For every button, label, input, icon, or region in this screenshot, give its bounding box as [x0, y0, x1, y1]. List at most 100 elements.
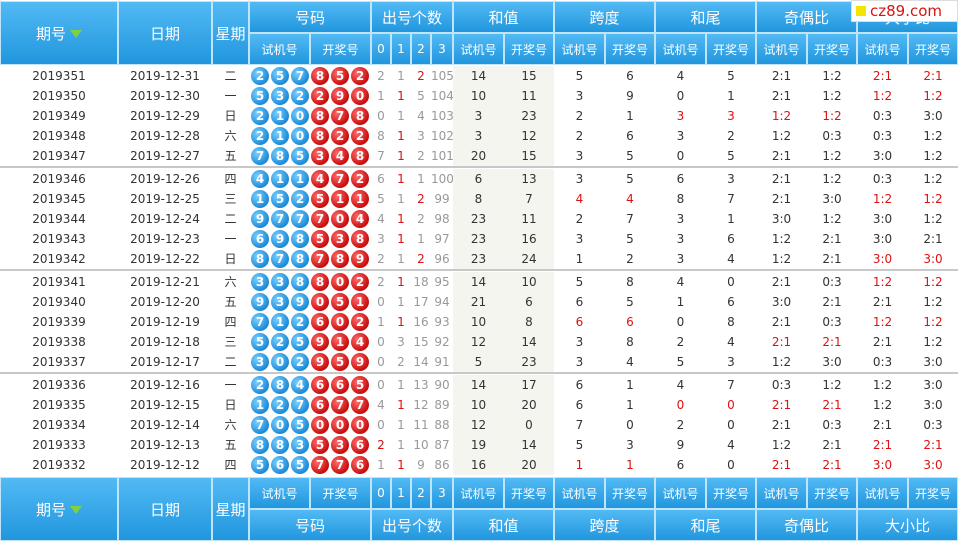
count-cell: 4 — [417, 109, 425, 123]
tail-draw-cell: 3 — [727, 355, 735, 369]
table-row[interactable]: 2019340 2019-12-20 五 9 3 9 0 5 1 0 1 17 94 21 6 6 5 1 6 3:0… — [0, 292, 958, 312]
table-row[interactable]: 2019337 2019-12-17 二 3 0 2 9 5 9 0 2 14 91 5 23 3 4 5 3 1:2… — [0, 352, 958, 372]
sum-draw-cell: 15 — [504, 66, 554, 86]
header-group-cnt: 出号个数 — [371, 509, 453, 541]
count-cell: 0 — [377, 335, 385, 349]
table-row[interactable]: 2019341 2019-12-21 六 3 3 8 8 0 2 2 1 18 95 14 10 5 8 4 0 2:… — [0, 272, 958, 292]
oe-draw-cell: 2:1 — [822, 232, 842, 246]
header-test-label: 试机号 — [756, 33, 807, 65]
tail-test-cell: 6 — [676, 172, 685, 186]
draw-number-ball: 7 — [311, 250, 329, 268]
table-row[interactable]: 2019336 2019-12-16 一 2 8 4 6 6 5 0 1 13 90 14 17 6 1 4 7 0:… — [0, 375, 958, 395]
bs-test-cell: 1:2 — [872, 398, 893, 412]
period-cell: 2019347 — [32, 149, 86, 163]
badge-square-icon — [856, 6, 866, 16]
table-row[interactable]: 2019334 2019-12-14 六 7 0 5 0 0 0 0 1 11 88 12 0 7 0 2 0 2:1… — [0, 415, 958, 435]
group-separator — [0, 166, 958, 168]
span-test-cell: 3 — [575, 89, 584, 103]
tail-draw-cell: 7 — [727, 192, 735, 206]
count-cell: 1 — [397, 418, 405, 432]
bs-draw-cell: 1:2 — [923, 192, 943, 206]
header-period[interactable]: 期号 — [0, 477, 118, 541]
count-cell: 1 — [417, 232, 425, 246]
weekday-cell: 日 — [224, 398, 237, 412]
count-cell: 105 — [431, 69, 454, 83]
table-row[interactable]: 2019351 2019-12-31 二 2 5 7 8 5 2 2 1 2 105 14 15 5 6 4 5 2:… — [0, 66, 958, 86]
sort-down-icon[interactable] — [70, 30, 82, 38]
count-cell: 1 — [397, 109, 405, 123]
bs-draw-cell: 1:2 — [923, 275, 943, 289]
table-row[interactable]: 2019350 2019-12-30 一 5 3 2 2 9 0 1 1 5 104 10 11 3 9 0 1 2:… — [0, 86, 958, 106]
period-cell: 2019334 — [32, 418, 86, 432]
table-row[interactable]: 2019339 2019-12-19 四 7 1 2 6 0 2 1 1 16 93 10 8 6 6 0 8 2:1… — [0, 312, 958, 332]
draw-number-ball: 8 — [311, 67, 329, 85]
weekday-cell: 五 — [224, 149, 237, 163]
sum-draw-cell: 20 — [504, 395, 554, 415]
header-count-col: 3 — [431, 477, 453, 509]
header-group-sum: 和值 — [453, 1, 554, 33]
sum-draw-cell: 24 — [504, 249, 554, 269]
table-row[interactable]: 2019333 2019-12-13 五 8 8 3 5 3 6 2 1 10 87 19 14 5 3 9 4 1:… — [0, 435, 958, 455]
draw-number-ball: 0 — [331, 416, 349, 434]
sum-test-cell: 10 — [453, 86, 504, 106]
count-cell: 16 — [413, 315, 429, 329]
table-row[interactable]: 2019344 2019-12-24 二 9 7 7 7 0 4 4 1 2 98 23 11 2 7 3 1 3:0… — [0, 209, 958, 229]
count-cell: 17 — [413, 295, 429, 309]
count-cell: 1 — [397, 458, 405, 472]
table-row[interactable]: 2019346 2019-12-26 四 4 1 1 4 7 2 6 1 1 100 6 13 3 5 6 3 2:1… — [0, 169, 958, 189]
oe-draw-cell: 2:1 — [822, 458, 842, 472]
sum-draw-cell: 11 — [504, 209, 554, 229]
table-row[interactable]: 2019335 2019-12-15 日 1 2 7 6 7 7 4 1 12 89 10 20 6 1 0 0 2:… — [0, 395, 958, 415]
draw-number-ball: 9 — [351, 250, 369, 268]
test-number-ball: 5 — [251, 333, 269, 351]
test-number-ball: 4 — [251, 170, 269, 188]
oe-test-cell: 2:1 — [771, 275, 792, 289]
table-row[interactable]: 2019342 2019-12-22 日 8 7 8 7 8 9 2 1 2 96 23 24 1 2 3 4 1:2… — [0, 249, 958, 269]
bs-test-cell: 1:2 — [872, 378, 893, 392]
count-cell: 18 — [413, 275, 429, 289]
tail-test-cell: 0 — [676, 398, 685, 412]
header-count-col: 0 — [371, 33, 391, 65]
count-cell: 2 — [377, 438, 385, 452]
table-row[interactable]: 2019338 2019-12-18 三 5 2 5 9 1 4 0 3 15 92 12 14 3 8 2 4 2:… — [0, 332, 958, 352]
count-cell: 101 — [431, 149, 454, 163]
count-cell: 7 — [377, 149, 385, 163]
test-number-ball: 0 — [271, 416, 289, 434]
period-cell: 2019339 — [32, 315, 86, 329]
header-period[interactable]: 期号 — [0, 1, 118, 65]
test-number-ball: 7 — [271, 250, 289, 268]
bs-draw-cell: 1:2 — [923, 172, 943, 186]
oe-draw-cell: 1:2 — [822, 212, 842, 226]
count-cell: 8 — [377, 129, 385, 143]
count-cell: 98 — [434, 212, 450, 226]
span-test-cell: 1 — [575, 458, 584, 472]
sum-test-cell: 23 — [453, 249, 504, 269]
sum-test-cell: 10 — [453, 312, 504, 332]
draw-number-ball: 8 — [351, 107, 369, 125]
table-row[interactable]: 2019343 2019-12-23 一 6 9 8 5 3 8 3 1 1 97 23 16 3 5 3 6 1:2… — [0, 229, 958, 249]
table-row[interactable]: 2019347 2019-12-27 五 7 8 5 3 4 8 7 1 2 101 20 15 3 5 0 5 2:… — [0, 146, 958, 166]
count-cell: 1 — [397, 192, 405, 206]
header-weekday: 星期 — [212, 1, 249, 65]
header-test-label: 试机号 — [554, 33, 605, 65]
oe-draw-cell: 2:1 — [822, 335, 842, 349]
oe-test-cell: 1:2 — [771, 109, 792, 123]
count-cell: 2 — [377, 69, 385, 83]
draw-number-ball: 5 — [311, 436, 329, 454]
site-badge[interactable]: cz89.com — [851, 0, 958, 22]
header-test-label: 试机号 — [453, 33, 504, 65]
table-row[interactable]: 2019332 2019-12-12 四 5 6 5 7 7 6 1 1 9 86 16 20 1 1 6 0 2:1… — [0, 455, 958, 475]
table-row[interactable]: 2019348 2019-12-28 六 2 1 0 8 2 2 8 1 3 102 3 12 2 6 3 2 1:2… — [0, 126, 958, 146]
test-number-ball: 3 — [251, 353, 269, 371]
table-row[interactable]: 2019345 2019-12-25 三 1 5 2 5 1 1 5 1 2 99 8 7 4 4 8 7 2:1 3:… — [0, 189, 958, 209]
draw-number-ball: 8 — [311, 127, 329, 145]
weekday-cell: 一 — [224, 89, 237, 103]
table-row[interactable]: 2019349 2019-12-29 日 2 1 0 8 7 8 0 1 4 103 3 23 2 1 3 3 1:2… — [0, 106, 958, 126]
span-test-cell: 3 — [575, 335, 584, 349]
tail-test-cell: 8 — [676, 192, 685, 206]
oe-test-cell: 1:2 — [771, 252, 792, 266]
oe-draw-cell: 0:3 — [822, 129, 842, 143]
sort-down-icon[interactable] — [70, 506, 82, 514]
sum-draw-cell: 13 — [504, 169, 554, 189]
count-cell: 1 — [397, 295, 405, 309]
